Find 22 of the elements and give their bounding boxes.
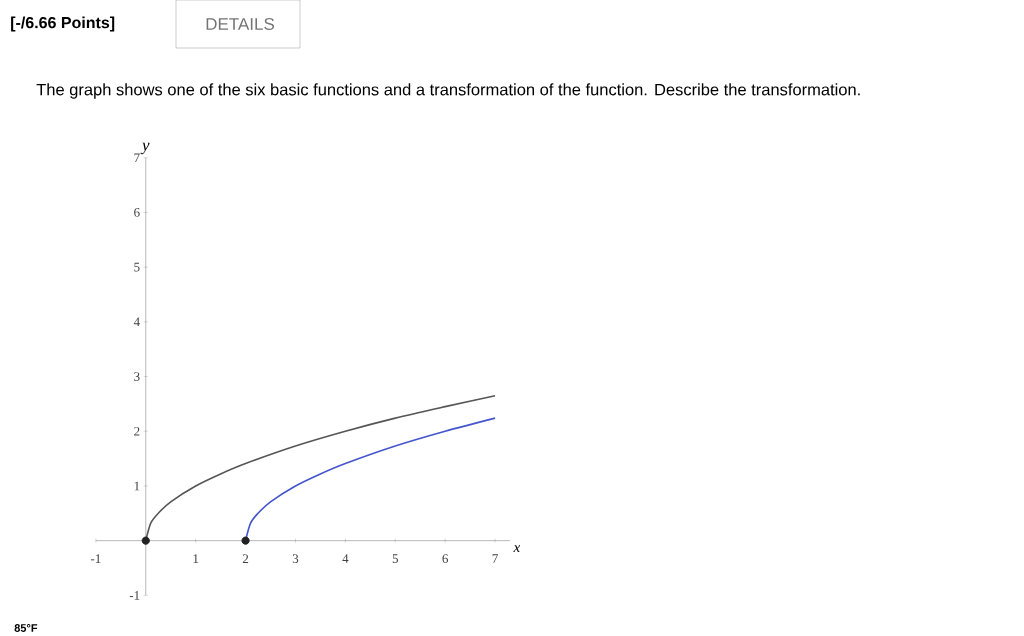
x-tick-label: 2	[242, 554, 249, 563]
y-tick-label: 6	[134, 208, 140, 217]
text: DETAILS	[206, 17, 275, 31]
y-tick-label: 3	[134, 372, 140, 381]
y-tick-label: -1	[129, 591, 140, 600]
x-tick-label: 5	[392, 554, 398, 563]
x-tick-label: 3	[292, 554, 299, 564]
text: 85°F	[14, 624, 38, 632]
y-tick-label: 2	[134, 426, 140, 436]
y-tick-label: 4	[133, 317, 140, 327]
y-axis-title: y	[140, 142, 150, 155]
x-tick-label: 4	[342, 554, 349, 563]
x-tick-label: -1	[90, 554, 101, 563]
x-tick-label: 6	[442, 554, 449, 564]
y-tick-label: 7	[134, 153, 140, 162]
chart-title: The graph shows one of the six basic functions and a transformation of the function. Describe the transformation.	[36, 83, 860, 99]
y-tick-label: 1	[134, 481, 140, 491]
text: [-/6.66 Points]	[11, 16, 115, 32]
x-tick-label: 1	[193, 554, 199, 563]
x-axis-title: x	[513, 545, 521, 553]
x-tick-label: 7	[492, 554, 498, 563]
y-tick-label: 5	[134, 262, 140, 272]
